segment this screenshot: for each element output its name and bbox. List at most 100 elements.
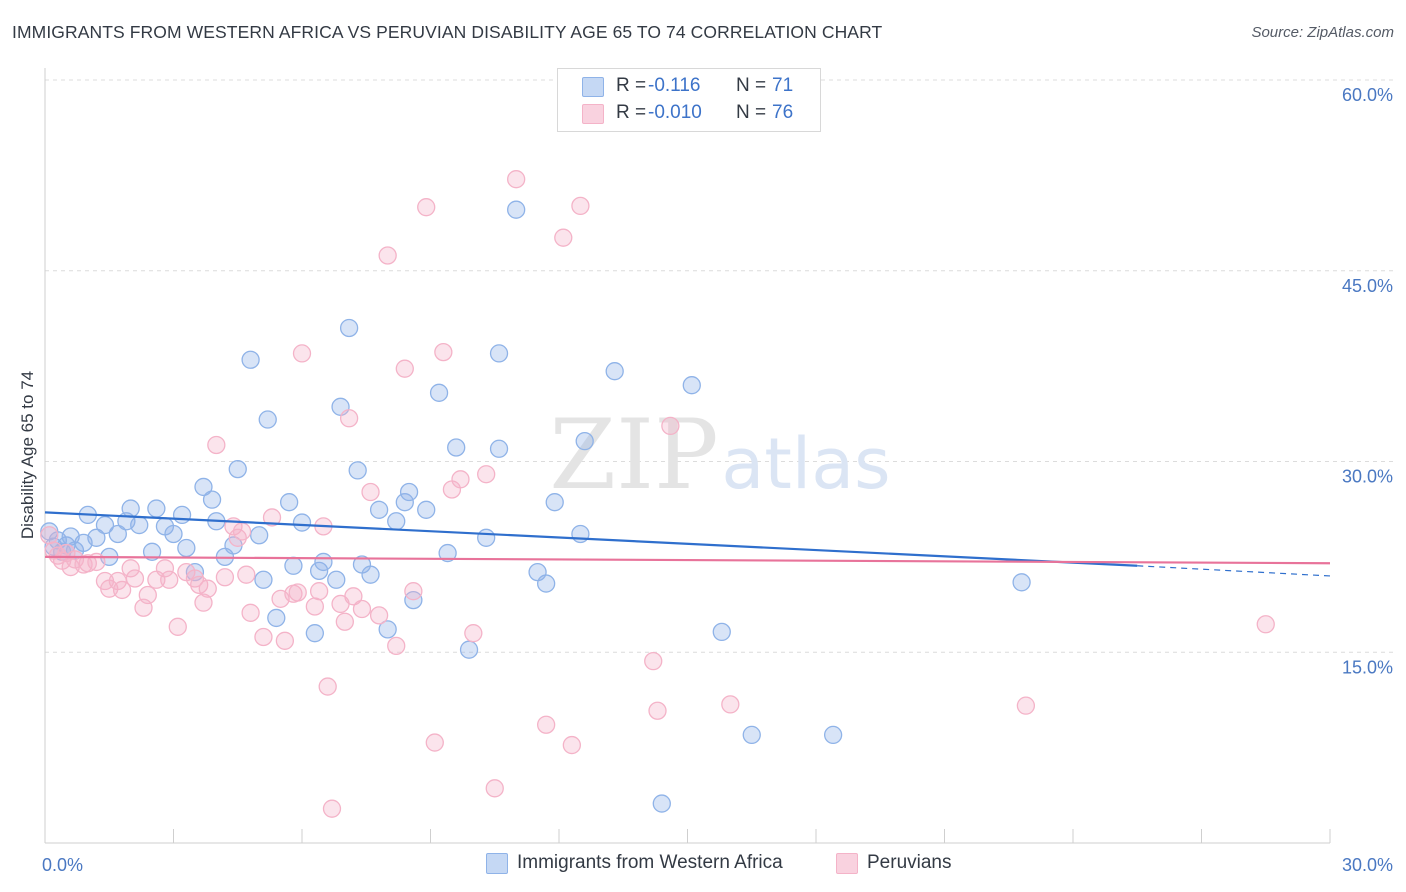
data-point — [438, 543, 457, 563]
data-point — [489, 439, 509, 458]
legend-n-value: 71 — [772, 75, 794, 96]
data-point — [378, 620, 397, 639]
data-point — [275, 631, 295, 650]
data-point — [507, 170, 526, 189]
data-point — [562, 735, 581, 755]
data-point — [404, 582, 423, 601]
data-point — [314, 552, 333, 572]
data-point — [292, 513, 312, 532]
legend-r-value: -0.010 — [648, 102, 702, 123]
data-point — [417, 198, 436, 217]
data-point — [121, 559, 140, 578]
data-point — [429, 383, 449, 402]
data-point — [344, 587, 363, 606]
trend-line-western-africa — [44, 511, 1138, 567]
data-point — [464, 624, 483, 643]
data-point — [361, 482, 380, 502]
x-tick-label: 30.0% — [1342, 855, 1393, 875]
data-point — [507, 200, 526, 219]
data-point — [108, 524, 127, 544]
correlation-legend: R = -0.116 N = 71 R = -0.010 N = 76 — [557, 68, 821, 132]
data-point — [339, 409, 359, 428]
data-point — [339, 318, 359, 338]
bottom-legend-label-western-africa: Immigrants from Western Africa — [517, 852, 783, 873]
data-point — [160, 570, 179, 589]
data-point — [309, 582, 329, 601]
x-tick-label: 0.0% — [42, 855, 83, 875]
trend-line-peruvians — [44, 555, 1331, 565]
data-point — [309, 561, 329, 581]
data-points — [40, 170, 1275, 818]
y-tick-label: 60.0% — [1342, 85, 1393, 105]
data-point — [305, 597, 325, 616]
data-point — [425, 733, 444, 752]
bottom-legend-swatch-peruvians — [836, 853, 858, 874]
watermark-zip: ZIP — [549, 399, 718, 511]
data-point — [177, 538, 196, 558]
data-point — [194, 477, 213, 497]
data-point — [322, 799, 342, 818]
data-point — [537, 715, 556, 734]
data-point — [1016, 696, 1036, 715]
legend-r-label: R = — [616, 75, 647, 96]
legend-n-label: N = — [736, 75, 767, 96]
data-point — [369, 606, 389, 625]
data-point — [250, 526, 269, 545]
data-point — [87, 528, 106, 547]
legend-r-label: R = — [616, 102, 647, 123]
data-point — [164, 524, 183, 544]
data-point — [652, 794, 671, 813]
data-point — [254, 570, 273, 589]
series-western-africa — [40, 200, 1031, 813]
data-point — [288, 583, 307, 602]
data-point — [318, 677, 337, 696]
data-point — [459, 640, 479, 659]
data-point — [279, 493, 299, 512]
y-tick-label: 30.0% — [1342, 467, 1393, 487]
data-point — [571, 196, 590, 216]
data-point — [352, 599, 372, 619]
data-point — [95, 515, 115, 535]
axes — [44, 68, 1331, 844]
data-point — [742, 725, 761, 745]
legend-r-value: -0.116 — [648, 75, 701, 96]
data-point — [40, 526, 59, 545]
data-point — [232, 522, 252, 541]
data-point — [823, 725, 843, 745]
data-point — [112, 580, 132, 600]
data-point — [661, 416, 680, 436]
data-point — [207, 435, 226, 455]
data-point — [262, 508, 282, 527]
data-point — [202, 490, 222, 509]
data-point — [348, 461, 367, 480]
data-point — [417, 500, 436, 519]
source-credit: Source: ZipAtlas.com — [1251, 24, 1394, 41]
legend-swatch-peruvians — [582, 104, 604, 124]
data-point — [387, 512, 406, 531]
data-point — [605, 362, 624, 381]
data-point — [215, 568, 235, 587]
data-point — [305, 624, 325, 643]
data-point — [648, 701, 667, 720]
data-point — [395, 493, 414, 512]
legend-n-value: 76 — [772, 102, 794, 123]
data-point — [172, 505, 192, 525]
data-point — [721, 695, 740, 714]
data-point — [267, 608, 286, 628]
data-point — [477, 465, 496, 484]
legend-n-label: N = — [736, 102, 767, 123]
data-point — [121, 499, 140, 518]
data-point — [198, 579, 217, 598]
data-point — [545, 493, 564, 512]
data-point — [537, 574, 556, 593]
data-point — [241, 603, 260, 622]
bottom-legend-swatch-western-africa — [486, 853, 508, 874]
data-point — [327, 570, 346, 589]
data-point — [434, 342, 453, 362]
legend-swatch-western-africa — [582, 77, 604, 97]
data-point — [138, 585, 157, 605]
data-point — [477, 528, 496, 547]
data-point — [378, 246, 397, 265]
data-point — [241, 350, 260, 369]
chart-title: IMMIGRANTS FROM WESTERN AFRICA VS PERUVI… — [12, 22, 883, 42]
